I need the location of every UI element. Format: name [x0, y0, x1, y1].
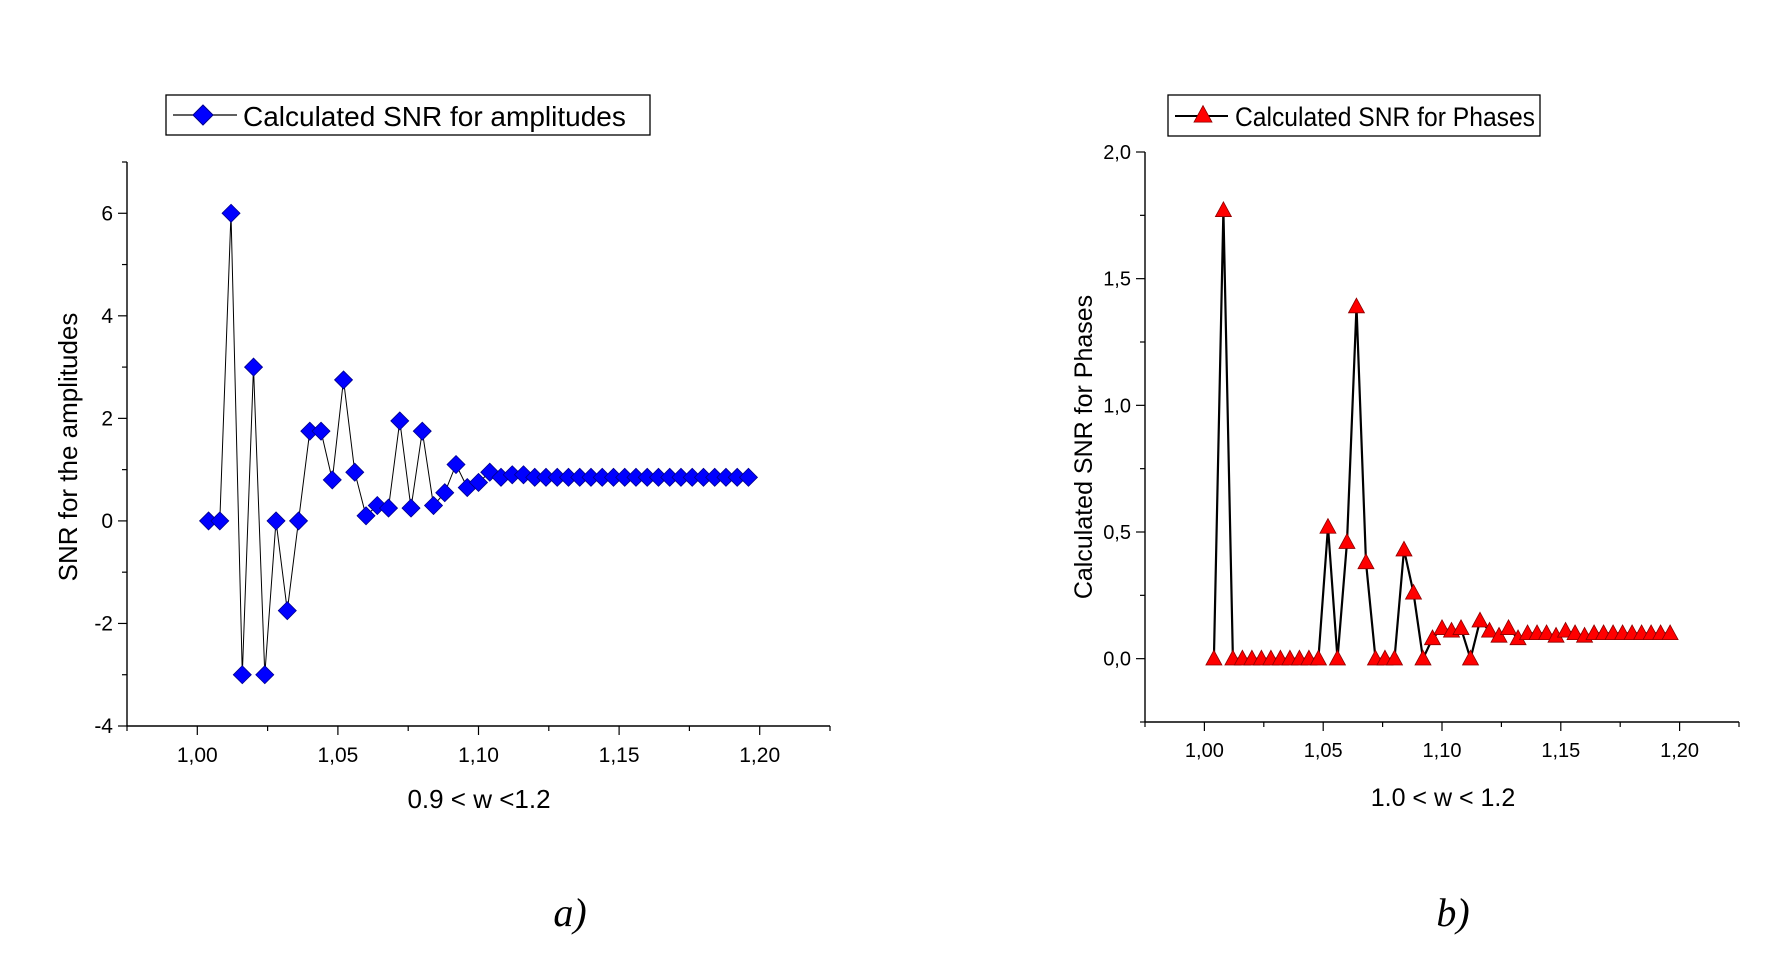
legend-box [165, 94, 651, 136]
data-point [255, 665, 275, 685]
data-point [1537, 624, 1556, 641]
x-tick-label: 1,15 [1541, 740, 1580, 762]
data-point [1499, 619, 1518, 635]
data-point [378, 498, 399, 518]
axes: 1,00 1,05 1,10 1,15 1,20 0,0 0,5 1,0 1,5 2,0 [1103, 142, 1740, 762]
y-tick-label: 6 [101, 202, 113, 225]
x-tick-label: 1,15 [599, 744, 640, 767]
data-point [1433, 619, 1451, 635]
data-point [1414, 649, 1432, 666]
y-tick-label: 2,0 [1103, 142, 1131, 164]
x-tick-label: 1,10 [1423, 740, 1462, 762]
series-markers [1205, 201, 1679, 666]
chart-panel-a: Calculated SNR for amplitudes 1,00 1,05 1,… [53, 94, 831, 935]
data-point [513, 465, 534, 485]
y-tick-label: -4 [94, 715, 113, 738]
data-point [1385, 649, 1404, 666]
data-point [1214, 201, 1233, 217]
data-point [412, 421, 432, 441]
data-point [423, 495, 444, 516]
x-tick-label: 1,00 [1185, 740, 1224, 762]
data-point [1328, 649, 1347, 666]
x-axis-label: 1.0 < w < 1.2 [1371, 784, 1516, 812]
x-tick-label: 1,20 [1660, 740, 1699, 762]
legend-series-label: Calculated SNR for amplitudes [243, 101, 626, 132]
data-point [243, 357, 264, 377]
data-point [356, 506, 376, 526]
x-tick-label: 1,05 [317, 744, 358, 767]
y-tick-label: 0,0 [1103, 649, 1131, 671]
y-tick-label: 0,5 [1103, 522, 1131, 544]
x-tick-label: 1,05 [1304, 740, 1343, 762]
data-point [1452, 619, 1470, 635]
data-point [1205, 649, 1223, 666]
x-tick-label: 1,10 [458, 744, 499, 767]
data-point [322, 470, 342, 490]
data-point [1423, 629, 1442, 646]
series-line [1212, 209, 1671, 660]
series-markers [198, 203, 759, 685]
data-point [468, 472, 489, 493]
data-point [345, 462, 365, 482]
y-tick-label: 4 [101, 305, 113, 328]
data-point [401, 498, 421, 518]
data-point [221, 203, 241, 223]
y-axis-label: Calculated SNR for Phases [1070, 295, 1098, 599]
y-axis-label: SNR for the amplitudes [53, 313, 83, 582]
data-point [277, 601, 297, 621]
data-point [1347, 297, 1366, 314]
data-point [232, 665, 252, 685]
data-point [1556, 621, 1575, 638]
legend-series-label: Calculated SNR for Phases [1235, 102, 1535, 132]
data-point [1338, 532, 1356, 549]
y-tick-label: 0 [101, 510, 113, 533]
panel-caption-a: a) [553, 890, 586, 935]
data-point [1395, 540, 1413, 557]
data-point [288, 511, 309, 531]
data-point [1309, 649, 1328, 666]
data-point [1404, 583, 1423, 600]
data-point [1471, 611, 1489, 628]
series-polyline [1212, 209, 1671, 660]
data-point [390, 411, 410, 431]
data-point [1319, 517, 1337, 534]
legend: Calculated SNR for Phases [1167, 94, 1541, 137]
data-point [266, 511, 286, 531]
data-point [311, 421, 331, 441]
data-point [446, 454, 466, 475]
legend-triangle-marker [1193, 104, 1213, 123]
legend-box [1167, 94, 1541, 137]
y-tick-label: 2 [101, 407, 113, 430]
y-tick-label: 1,0 [1103, 395, 1131, 417]
data-point [738, 467, 759, 487]
data-point [210, 511, 230, 531]
x-axis-label: 0.9 < w <1.2 [407, 784, 550, 814]
data-point [1357, 553, 1375, 570]
panel-caption-b: b) [1436, 890, 1469, 935]
data-point [1480, 621, 1499, 638]
data-point [1661, 624, 1679, 641]
x-tick-label: 1,00 [177, 744, 218, 767]
x-tick-label: 1,20 [739, 744, 780, 767]
data-point [1461, 649, 1480, 666]
y-tick-label: 1,5 [1103, 269, 1131, 291]
chart-panel-b: Calculated SNR for Phases 1,00 1,05 1,10 1,… [1070, 94, 1740, 935]
data-point [1566, 624, 1584, 641]
legend-diamond-marker [192, 104, 214, 126]
y-tick-label: -2 [94, 612, 113, 635]
data-point [435, 483, 455, 503]
data-point [333, 370, 354, 390]
axes: 1,00 1,05 1,10 1,15 1,20 -4 -2 0 2 4 6 [94, 161, 831, 767]
legend: Calculated SNR for amplitudes [165, 94, 651, 136]
